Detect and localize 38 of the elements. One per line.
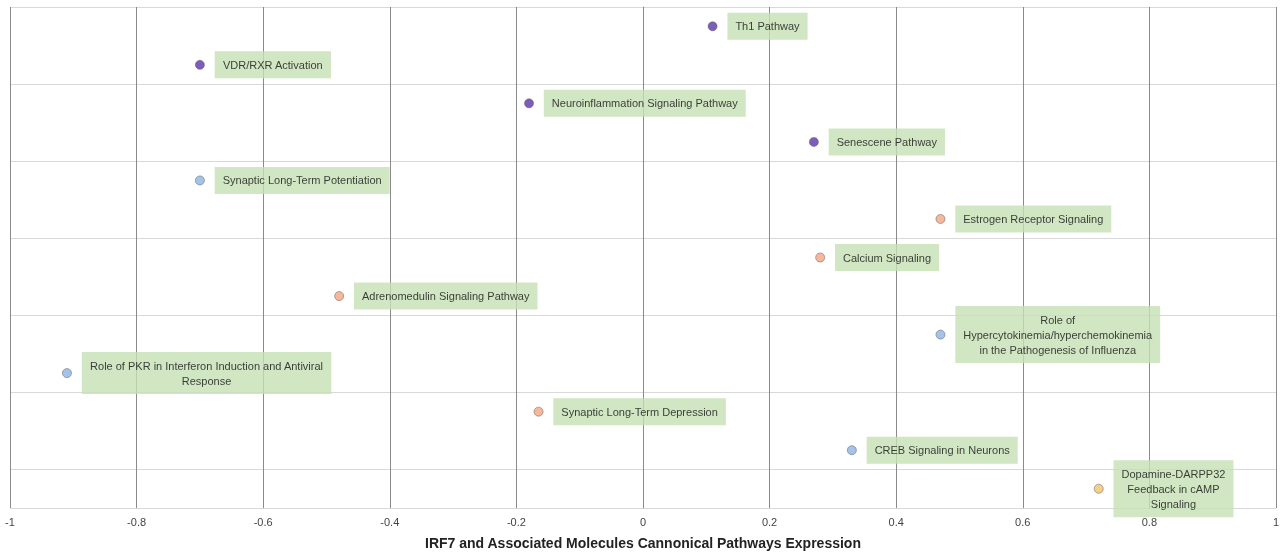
point xyxy=(809,137,819,147)
x-tick-label: -0.4 xyxy=(380,515,400,528)
data-label: Senescene Pathway xyxy=(836,135,938,148)
data-label: Dopamine-DARPP32 Feedback in cAMP Signaling xyxy=(1121,467,1226,510)
x-tick-label: 0 xyxy=(639,515,647,528)
x-tick-label: 0.2 xyxy=(761,515,778,528)
data-label: Adrenomedulin Signaling Pathway xyxy=(361,290,530,303)
point xyxy=(62,368,72,378)
data-label: CREB Signaling in Neurons xyxy=(874,444,1011,457)
x-tick-label: 0.6 xyxy=(1015,515,1031,528)
point xyxy=(935,329,946,340)
data-label: Synaptic Long-Term Depression xyxy=(561,405,718,418)
data-label: VDR/RXR Activation xyxy=(222,58,323,71)
x-tick-label: -1 xyxy=(5,515,15,528)
point xyxy=(815,252,825,263)
data-label: Calcium Signaling xyxy=(843,251,932,264)
data-label: Role of Hypercytokinemia/hyperchemokinemia in the Pathogenesis of Influenza xyxy=(963,313,1154,356)
point xyxy=(195,175,205,186)
x-tick-label: 1 xyxy=(1272,515,1279,528)
point xyxy=(334,291,344,301)
point xyxy=(1093,483,1104,494)
data-label: Synaptic Long-Term Potentiation xyxy=(222,174,382,187)
point xyxy=(533,406,544,417)
point xyxy=(707,21,718,32)
point xyxy=(935,214,946,224)
x-tick-label: -0.8 xyxy=(127,515,147,528)
data-label: Estrogen Receptor Signaling xyxy=(963,212,1104,225)
x-tick-label: -0.2 xyxy=(506,515,526,528)
x-tick-label: -0.6 xyxy=(253,515,273,528)
x-tick-label: 0.8 xyxy=(1141,515,1157,528)
point xyxy=(847,445,857,455)
point xyxy=(195,60,205,70)
x-axis-title: IRF7 and Associated Molecules Cannonical Pathways Expression xyxy=(424,535,861,551)
x-tick-label: 0.4 xyxy=(888,515,904,528)
data-label: Neuroinflammation Signaling Pathway xyxy=(551,97,739,110)
data-label: Th1 Pathway xyxy=(735,20,801,33)
data-label: Role of PKR in Interferon Induction and Antiviral Response xyxy=(90,359,324,387)
point xyxy=(524,98,534,109)
